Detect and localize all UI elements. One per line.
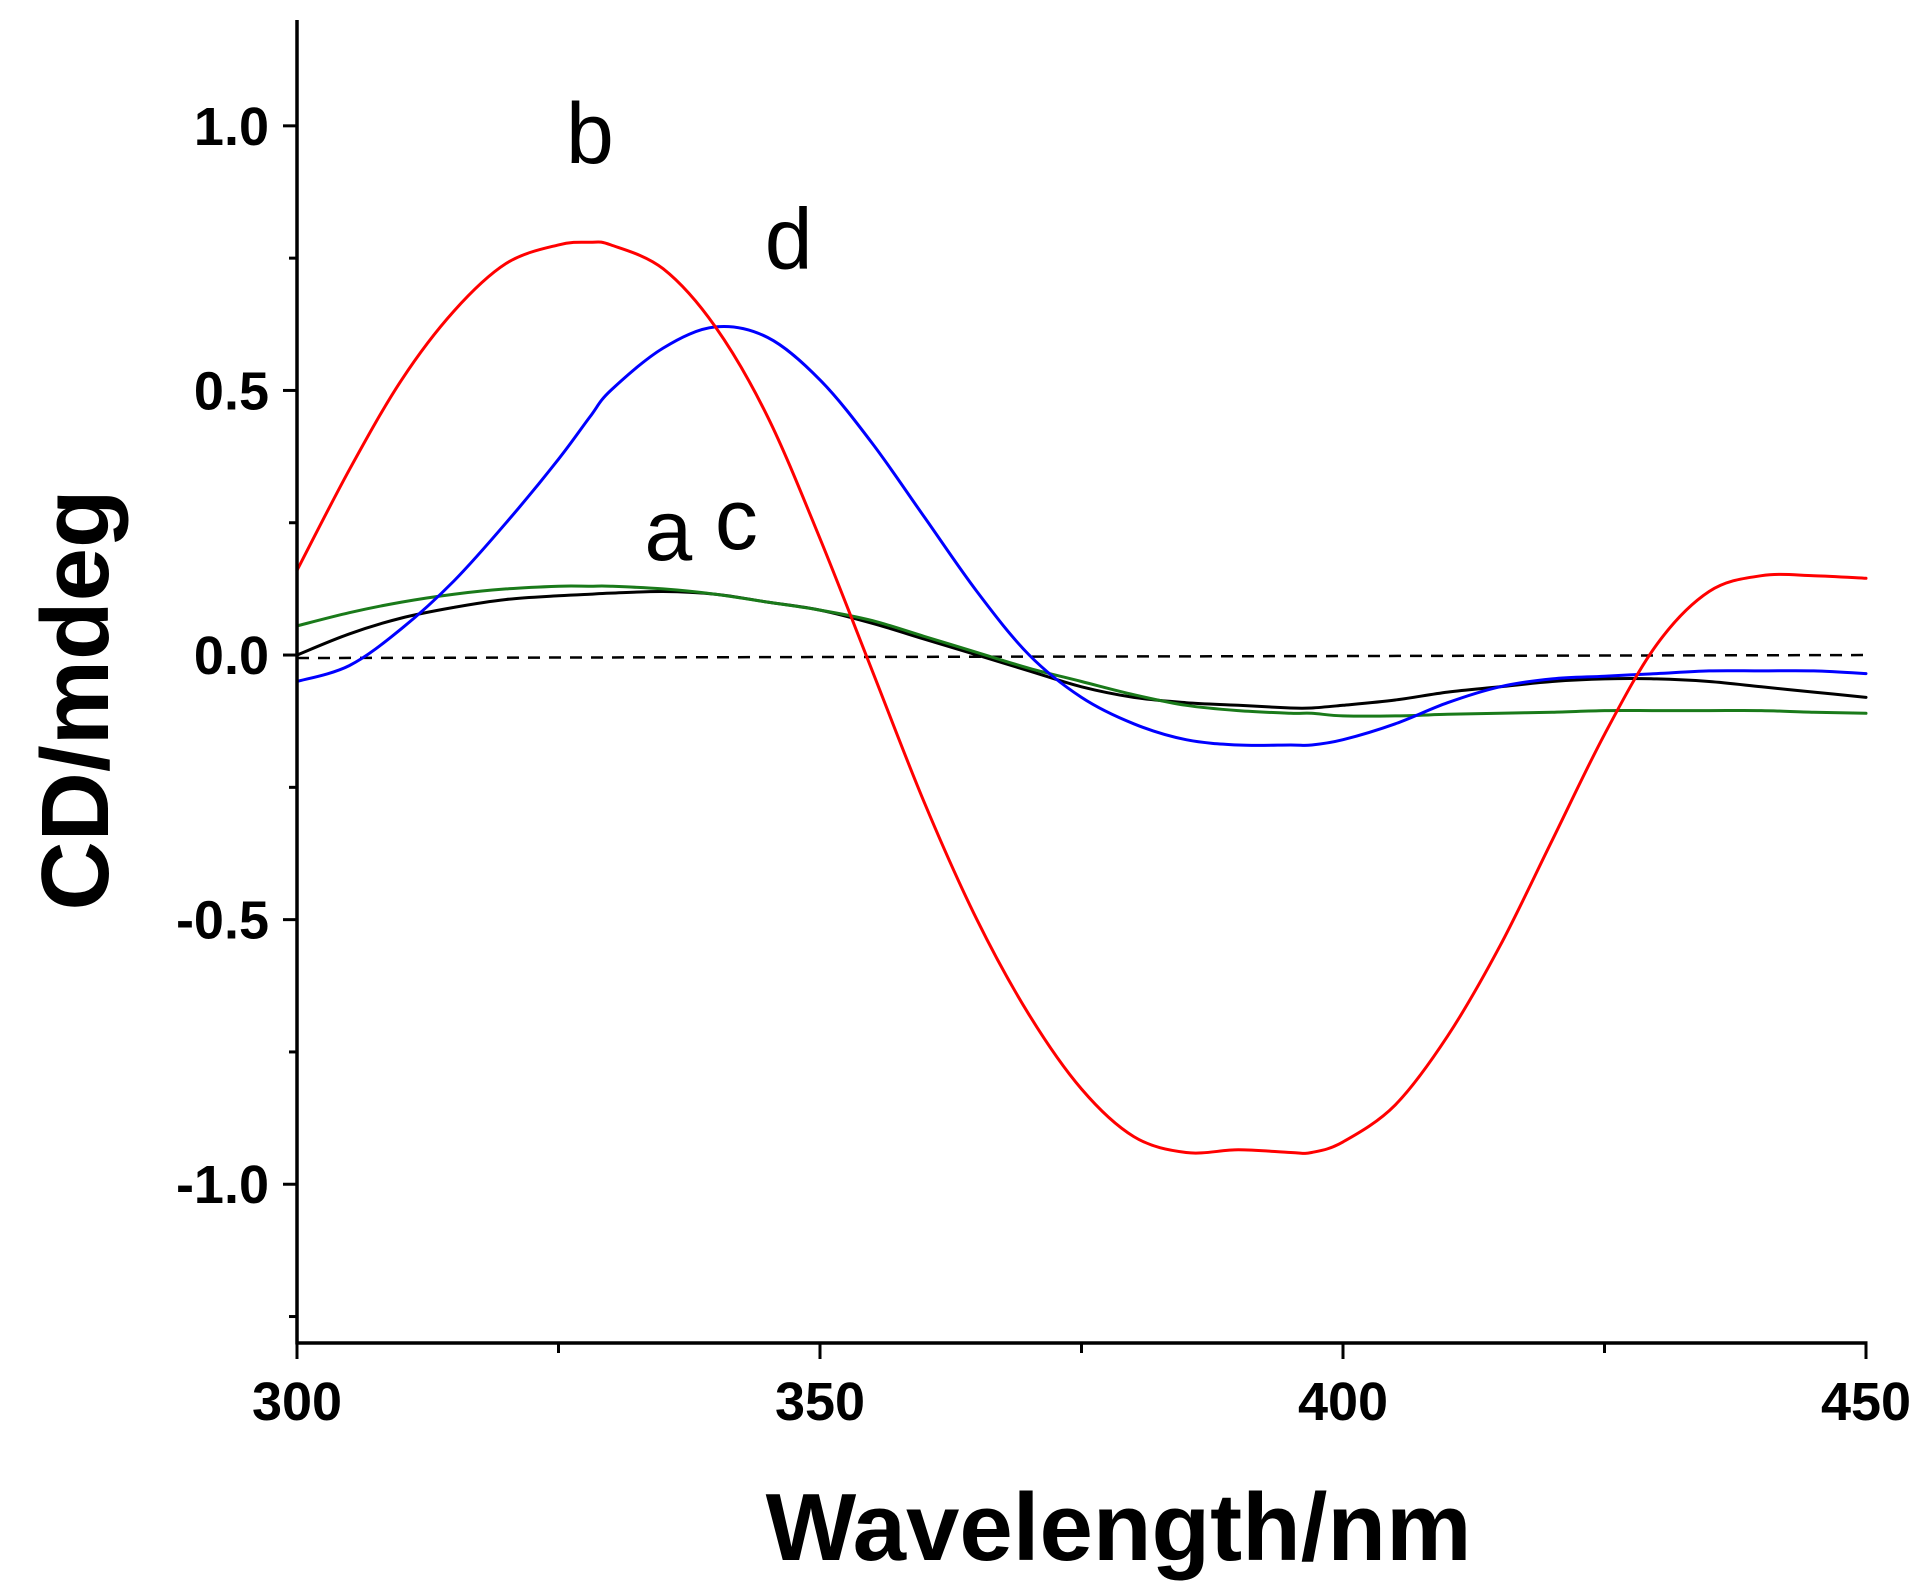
y-tick-label: 0.0 (194, 626, 269, 686)
curve-d (295, 325, 1868, 747)
y-axis-title: CD/mdeg (22, 489, 129, 910)
y-tick-label: -1.0 (176, 1155, 269, 1215)
x-tick-label: 400 (1298, 1372, 1388, 1432)
curve-a (295, 589, 1868, 710)
y-tick-label: 1.0 (194, 97, 269, 157)
curves-group (295, 240, 1868, 1155)
curve-label-c: c (715, 472, 758, 568)
curve-label-a: a (644, 483, 692, 579)
curve-c (295, 584, 1868, 718)
x-tick-label: 350 (775, 1372, 865, 1432)
y-tick-label: -0.5 (176, 891, 269, 951)
x-axis-title: Wavelength/nm (766, 1474, 1472, 1581)
curve-label-b: b (566, 86, 614, 182)
axes-group: -1.0 -0.5 0.0 0.5 1.0 300 350 400 450 (176, 20, 1911, 1432)
zero-reference-line (296, 653, 1867, 660)
curve-b (295, 240, 1868, 1155)
labels-group: Wavelength/nm CD/mdeg b d a c (22, 86, 1471, 1581)
x-tick-label: 300 (252, 1372, 342, 1432)
curve-label-d: d (765, 192, 813, 288)
x-tick-label: 450 (1821, 1372, 1911, 1432)
y-tick-label: 0.5 (194, 361, 269, 421)
